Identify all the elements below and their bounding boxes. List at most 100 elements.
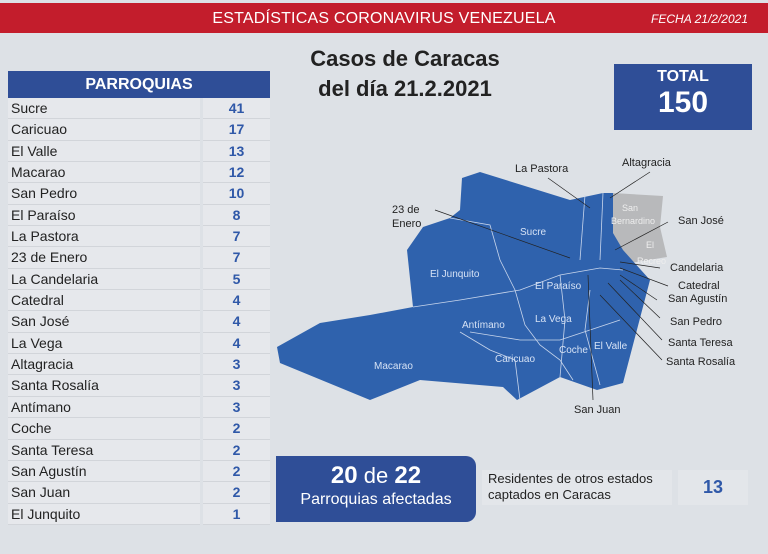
map-region-label: Sucre <box>520 227 547 238</box>
residents-label: Residentes de otros estados captados en … <box>482 470 672 505</box>
map-label: San Pedro <box>670 316 722 328</box>
map-region-label: Coche <box>559 345 588 356</box>
parish-value: 2 <box>203 482 270 504</box>
map-region-label: El Junquito <box>430 269 480 280</box>
parish-name: San Pedro <box>8 183 200 205</box>
map-unaffected-label: El <box>646 240 655 250</box>
table-row: Altagracia 3 <box>8 354 270 376</box>
parish-value: 7 <box>203 226 270 248</box>
total-label: TOTAL <box>657 68 709 85</box>
parish-value: 12 <box>203 162 270 184</box>
map-label: Altagracia <box>622 157 671 169</box>
map-region-label: El Valle <box>594 341 628 352</box>
map-label: Santa Rosalía <box>666 356 736 368</box>
parish-name: Santa Rosalía <box>8 375 200 397</box>
affected-count: 20 <box>330 462 358 489</box>
table-row: Catedral 4 <box>8 290 270 312</box>
total-box: TOTAL 150 <box>614 64 752 130</box>
parish-name: San Agustín <box>8 460 200 483</box>
parish-name: Macarao <box>8 162 200 184</box>
table-row: El Valle 13 <box>8 140 270 163</box>
map-region-label: El Paraíso <box>535 281 582 292</box>
map-label: San Juan <box>574 404 621 416</box>
affected-parishes-box: 20 de 22 Parroquias afectadas <box>276 456 476 522</box>
parish-name: Sucre <box>8 98 200 120</box>
map-label: San Agustín <box>668 293 728 305</box>
header-title: ESTADÍSTICAS CORONAVIRUS VENEZUELA <box>212 10 556 27</box>
parish-value: 3 <box>203 396 270 419</box>
parish-name: El Valle <box>8 140 200 163</box>
table-row: San Pedro 10 <box>8 183 270 205</box>
map-unaffected-label: Recreo <box>637 256 667 266</box>
table-row: La Pastora 7 <box>8 226 270 248</box>
table-header: PARROQUIAS <box>8 71 270 98</box>
parish-value: 10 <box>203 183 270 205</box>
parish-name: La Pastora <box>8 226 200 248</box>
parroquias-table: PARROQUIAS Sucre 41 Caricuao 17 El Valle 13 Ma… <box>8 71 270 525</box>
title-line1: Casos de Caracas <box>310 46 500 71</box>
affected-of: de <box>363 463 389 488</box>
table-row: Sucre 41 <box>8 98 270 120</box>
parish-value: 17 <box>203 119 270 141</box>
table-row: Santa Rosalía 3 <box>8 375 270 397</box>
map-label: Catedral <box>678 280 720 292</box>
parish-value: 4 <box>203 311 270 333</box>
table-row: La Vega 4 <box>8 332 270 355</box>
affected-label: Parroquias afectadas <box>300 491 452 508</box>
parish-name: 23 de Enero <box>8 247 200 269</box>
parish-name: San Juan <box>8 482 200 504</box>
table-row: San José 4 <box>8 311 270 333</box>
header-bar: ESTADÍSTICAS CORONAVIRUS VENEZUELA FECHA… <box>0 3 768 33</box>
parish-value: 5 <box>203 268 270 291</box>
table-row: Macarao 12 <box>8 162 270 184</box>
table-row: 23 de Enero 7 <box>8 247 270 269</box>
parish-name: Altagracia <box>8 354 200 376</box>
parish-value: 13 <box>203 140 270 163</box>
leader-lines <box>434 171 669 401</box>
parish-name: Antímano <box>8 396 200 419</box>
map-label: La Pastora <box>515 163 569 175</box>
parish-value: 2 <box>203 460 270 483</box>
table-row: Caricuao 17 <box>8 119 270 141</box>
table-row: La Candelaria 5 <box>8 268 270 291</box>
table-row: El Junquito 1 <box>8 503 270 525</box>
map-label: Candelaria <box>670 262 724 274</box>
affected-total: 22 <box>394 462 422 489</box>
parish-value: 41 <box>203 98 270 120</box>
table-row: San Agustín 2 <box>8 460 270 483</box>
parish-value: 7 <box>203 247 270 269</box>
total-value: 150 <box>657 86 709 119</box>
parish-name: El Junquito <box>8 503 200 525</box>
page-title: Casos de Caracas del día 21.2.2021 <box>290 44 520 104</box>
map-region-label: La Vega <box>535 314 572 325</box>
map-region-label: Antímano <box>462 320 505 331</box>
parish-value: 3 <box>203 354 270 376</box>
parish-value: 1 <box>203 503 270 525</box>
table-row: El Paraíso 8 <box>8 204 270 227</box>
header-date: FECHA 21/2/2021 <box>651 12 748 26</box>
map-unaffected-label: San <box>622 203 639 213</box>
parish-name: Catedral <box>8 290 200 312</box>
parish-value: 4 <box>203 332 270 355</box>
map-label: Enero <box>392 218 422 230</box>
parish-value: 2 <box>203 439 270 461</box>
parish-borders <box>412 192 624 401</box>
title-line2: del día 21.2.2021 <box>318 76 492 101</box>
parish-value: 3 <box>203 375 270 397</box>
table-row: Coche 2 <box>8 418 270 440</box>
map-unaffected-region <box>613 193 667 263</box>
table-row: Antímano 3 <box>8 396 270 419</box>
residents-line2: captados en Caracas <box>488 487 611 502</box>
parish-name: La Vega <box>8 332 200 355</box>
parish-value: 4 <box>203 290 270 312</box>
map-label: Santa Teresa <box>668 337 733 349</box>
parish-name: Coche <box>8 418 200 440</box>
table-row: San Juan 2 <box>8 482 270 504</box>
table-row: Santa Teresa 2 <box>8 439 270 461</box>
parish-name: Santa Teresa <box>8 439 200 461</box>
map-affected-region <box>277 172 650 400</box>
map-region-label: Macarao <box>374 361 413 372</box>
parish-value: 2 <box>203 418 270 440</box>
map-region-label: Caricuao <box>495 354 536 365</box>
residents-value: 13 <box>678 470 748 505</box>
